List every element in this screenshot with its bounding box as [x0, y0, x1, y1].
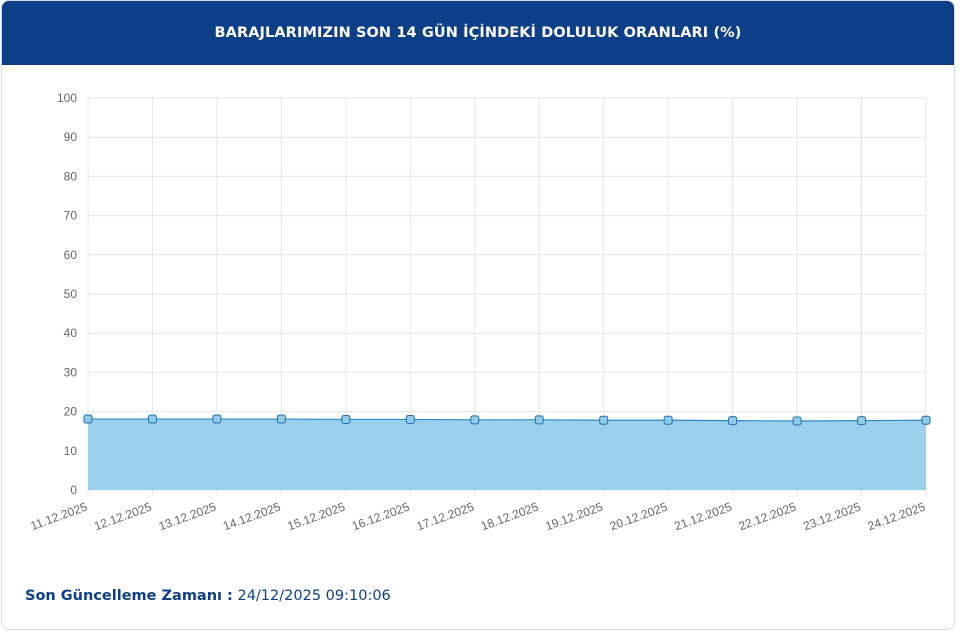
area [88, 419, 926, 490]
x-tick-label: 23.12.2025 [801, 500, 863, 534]
y-tick-label: 40 [64, 326, 78, 340]
y-tick-label: 0 [70, 483, 77, 497]
point [212, 414, 222, 424]
y-tick-label: 50 [64, 287, 78, 301]
x-tick-label: 15.12.2025 [286, 500, 348, 534]
chart-title: BARAJLARIMIZIN SON 14 GÜN İÇİNDEKİ DOLUL… [2, 1, 954, 65]
y-tick-label: 80 [64, 169, 78, 183]
point [792, 416, 802, 426]
x-tick-label: 12.12.2025 [92, 500, 154, 534]
point [470, 415, 480, 425]
point [405, 414, 415, 424]
y-tick-label: 10 [64, 444, 78, 458]
x-tick-label: 18.12.2025 [479, 500, 541, 534]
point [857, 416, 867, 426]
point [663, 415, 673, 425]
point [534, 415, 544, 425]
point [276, 414, 286, 424]
chart: 0 10 20 30 40 50 60 70 80 90 100 11.12.2025 12.12.20… [29, 91, 931, 534]
y-tick-label: 70 [64, 209, 78, 223]
line [88, 418, 927, 422]
x-tick-label: 22.12.2025 [737, 500, 799, 534]
point [728, 416, 738, 426]
y-tick-label: 20 [64, 405, 78, 419]
point [147, 414, 157, 424]
x-tick-label: 17.12.2025 [415, 500, 477, 534]
point [921, 415, 931, 425]
y-tick-label: 90 [64, 130, 78, 144]
x-tick-label: 13.12.2025 [157, 500, 219, 534]
x-tick-label: 16.12.2025 [350, 500, 412, 534]
point [599, 415, 609, 425]
footer: Son Güncelleme Zamanı : 24/12/2025 09:10… [25, 588, 391, 604]
x-tick-label: 20.12.2025 [608, 500, 670, 534]
x-tick-label: 21.12.2025 [672, 500, 734, 534]
x-tick-label: 11.12.2025 [29, 500, 90, 534]
x-tick-label: 24.12.2025 [866, 500, 928, 534]
y-tick-label: 100 [57, 91, 77, 105]
x-tick-label: 19.12.2025 [543, 500, 605, 534]
footer-label: Son Güncelleme Zamanı : [25, 588, 233, 604]
point [83, 414, 93, 424]
y-tick-label: 30 [64, 365, 78, 379]
point [341, 414, 351, 424]
y-tick-label: 60 [64, 248, 78, 262]
x-tick-label: 14.12.2025 [221, 500, 283, 534]
footer-value: 24/12/2025 09:10:06 [237, 588, 391, 604]
